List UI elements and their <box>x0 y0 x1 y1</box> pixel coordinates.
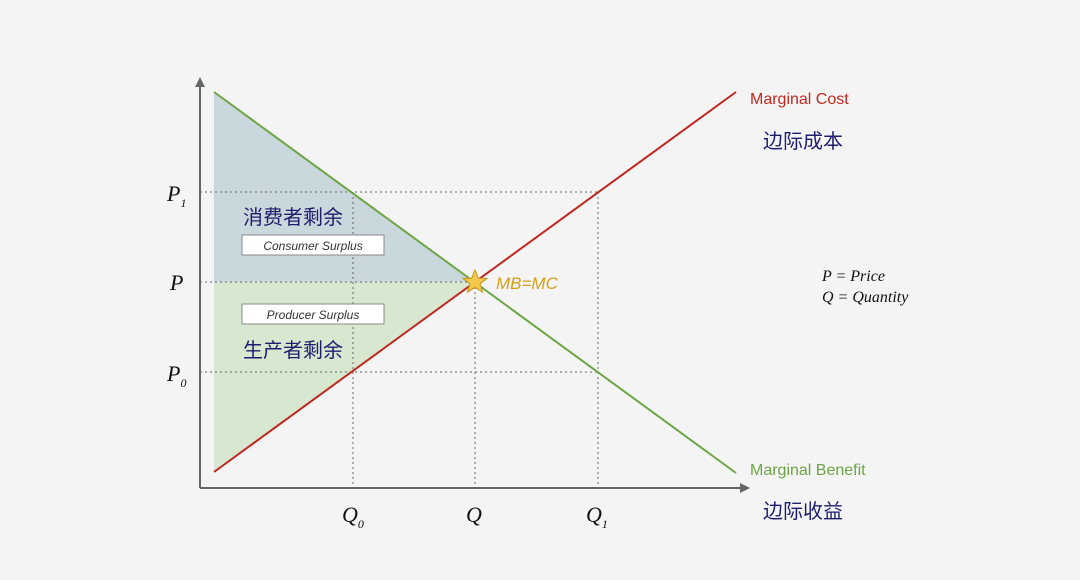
equilibrium-star-icon <box>461 268 489 294</box>
producer-surplus-label-cn: 生产者剩余 <box>243 338 343 362</box>
consumer-surplus-label-cn: 消费者剩余 <box>243 205 343 229</box>
legend-quantity: Q = Quantity <box>822 289 909 306</box>
legend-price: P = Price <box>821 268 885 285</box>
x-tick-q1: Q1 <box>586 502 608 531</box>
y-tick-p0: P0 <box>166 361 186 390</box>
y-tick-p: P <box>169 270 183 295</box>
marginal-benefit-label: Marginal Benefit <box>750 462 866 479</box>
equilibrium-label: MB=MC <box>496 274 559 293</box>
x-tick-q0: Q0 <box>342 502 364 531</box>
consumer-surplus-label-en: Consumer Surplus <box>263 239 362 253</box>
marginal-cost-label-cn: 边际成本 <box>763 129 843 153</box>
y-tick-p1: P1 <box>166 181 186 210</box>
x-tick-q: Q <box>466 502 482 527</box>
marginal-cost-label: Marginal Cost <box>750 91 849 108</box>
producer-surplus-label-en: Producer Surplus <box>267 308 360 322</box>
producer-surplus-box <box>241 303 385 325</box>
marginal-benefit-label-cn: 边际收益 <box>763 499 843 523</box>
consumer-surplus-box <box>241 234 385 256</box>
guide-lines <box>200 191 599 488</box>
